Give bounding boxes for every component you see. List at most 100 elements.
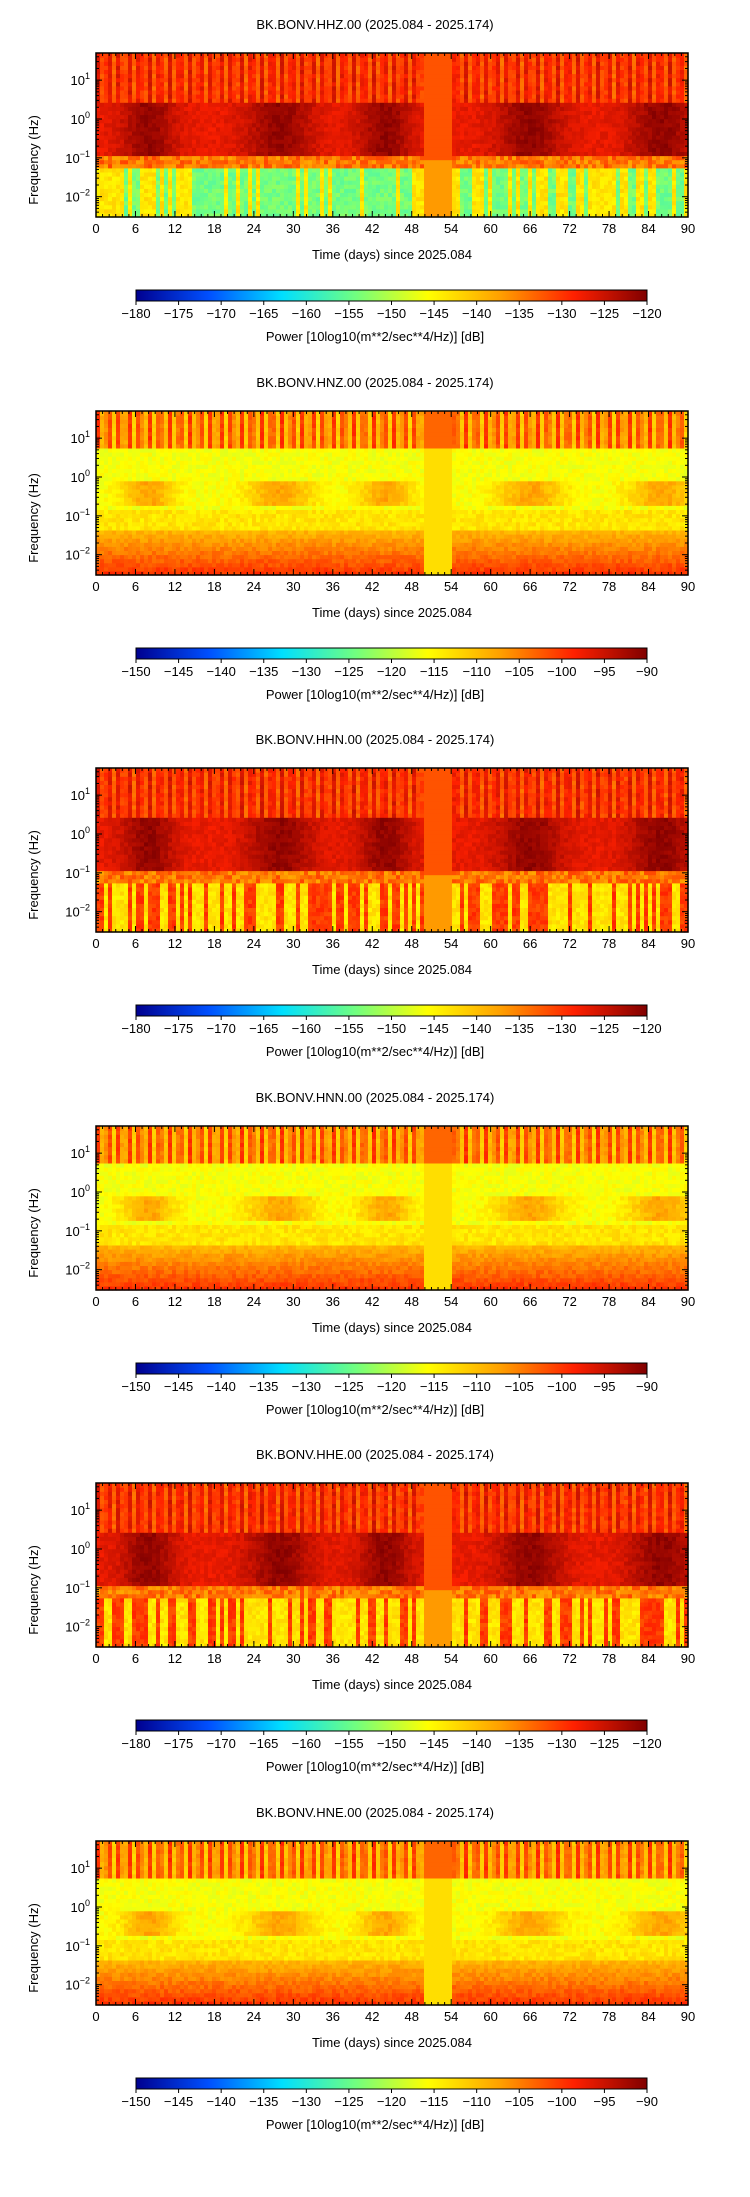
x-tick-label: 6: [132, 2009, 139, 2024]
colorbar-tick-label: −125: [334, 1379, 363, 1394]
colorbar-tick-label: −170: [207, 306, 236, 321]
x-tick-label: 6: [132, 1294, 139, 1309]
colorbar-tick-label: −150: [377, 1021, 406, 1036]
colorbar-tick-label: −100: [547, 1379, 576, 1394]
colorbar-tick-label: −115: [420, 2094, 448, 2109]
x-tick-label: 60: [483, 579, 497, 594]
colorbar-tick-label: −130: [547, 1021, 576, 1036]
x-axis-label: Time (days) since 2025.084: [96, 962, 688, 977]
x-tick-label: 0: [92, 1294, 99, 1309]
x-tick-label: 18: [207, 1651, 221, 1666]
x-tick-label: 24: [247, 1651, 261, 1666]
colorbar-tick-label: −140: [207, 2094, 236, 2109]
colorbar-tick-label: −110: [463, 1379, 491, 1394]
y-tick-label: 101: [71, 71, 90, 88]
x-tick-label: 78: [602, 2009, 616, 2024]
colorbar-tick-label: −175: [164, 1021, 193, 1036]
y-tick-label: 10−2: [65, 1976, 90, 1993]
colorbar: [135, 647, 648, 660]
colorbar-tick-label: −120: [377, 664, 406, 679]
x-tick-label: 90: [681, 1294, 695, 1309]
x-tick-label: 60: [483, 1651, 497, 1666]
x-tick-label: 36: [326, 1294, 340, 1309]
x-tick-label: 0: [92, 221, 99, 236]
x-tick-label: 42: [365, 1651, 379, 1666]
x-tick-label: 42: [365, 1294, 379, 1309]
panel-title: BK.BONV.HNN.00 (2025.084 - 2025.174): [0, 1090, 750, 1105]
spectrogram-plot: 0 6 12 18 24 30 36 42 48 54 60 66 72 78 84 90 10−2 10−1 10…: [65, 1125, 695, 1394]
x-tick-label: 12: [168, 936, 182, 951]
spectrogram-plot: 0 6 12 18 24 30 36 42 48 54 60 66 72 78 84 90 10−2 10−1 10…: [65, 767, 695, 1036]
colorbar-tick-label: −125: [590, 1736, 619, 1751]
x-tick-label: 72: [562, 221, 576, 236]
y-tick-label: 100: [71, 825, 90, 842]
colorbar-tick-label: −130: [547, 306, 576, 321]
x-tick-label: 6: [132, 936, 139, 951]
x-tick-label: 84: [641, 221, 655, 236]
x-tick-label: 42: [365, 579, 379, 594]
colorbar-tick-label: −110: [463, 2094, 491, 2109]
x-tick-label: 78: [602, 1294, 616, 1309]
x-tick-label: 36: [326, 2009, 340, 2024]
x-tick-label: 60: [483, 936, 497, 951]
x-tick-label: 48: [404, 2009, 418, 2024]
colorbar-tick-label: −150: [377, 306, 406, 321]
x-tick-label: 42: [365, 221, 379, 236]
x-tick-label: 12: [168, 2009, 182, 2024]
x-tick-label: 18: [207, 579, 221, 594]
y-tick-label: 100: [71, 1540, 90, 1557]
x-tick-label: 90: [681, 579, 695, 594]
colorbar-label: Power [10log10(m**2/sec**4/Hz)] [dB]: [0, 1044, 750, 1059]
colorbar-tick-label: −135: [505, 1021, 534, 1036]
y-tick-label: 10−2: [65, 903, 90, 920]
colorbar-tick-label: −100: [547, 664, 576, 679]
spectrogram-panel: BK.BONV.HNZ.00 (2025.084 - 2025.174) Freq…: [0, 358, 750, 715]
colorbar-tick-label: −130: [292, 2094, 321, 2109]
y-tick-label: 100: [71, 110, 90, 127]
x-tick-label: 54: [444, 2009, 458, 2024]
y-tick-label: 100: [71, 1898, 90, 1915]
panel-title: BK.BONV.HHN.00 (2025.084 - 2025.174): [0, 732, 750, 747]
colorbar-tick-label: −125: [590, 1021, 619, 1036]
x-tick-label: 90: [681, 936, 695, 951]
colorbar: [135, 1004, 648, 1017]
colorbar-tick-label: −125: [334, 2094, 363, 2109]
colorbar-tick-label: −170: [207, 1736, 236, 1751]
x-tick-label: 36: [326, 936, 340, 951]
x-tick-label: 72: [562, 1651, 576, 1666]
x-tick-label: 12: [168, 1294, 182, 1309]
y-tick-label: 10−1: [65, 1937, 90, 1954]
y-tick-label: 100: [71, 1183, 90, 1200]
x-tick-label: 90: [681, 2009, 695, 2024]
colorbar-tick-label: −140: [462, 306, 491, 321]
x-tick-label: 48: [404, 579, 418, 594]
x-tick-label: 0: [92, 1651, 99, 1666]
colorbar-tick-label: −180: [121, 1021, 150, 1036]
panel-title: BK.BONV.HHE.00 (2025.084 - 2025.174): [0, 1447, 750, 1462]
x-tick-label: 24: [247, 1294, 261, 1309]
x-tick-label: 60: [483, 1294, 497, 1309]
y-tick-label: 101: [71, 429, 90, 446]
x-tick-label: 18: [207, 1294, 221, 1309]
x-tick-label: 48: [404, 936, 418, 951]
x-tick-label: 0: [92, 936, 99, 951]
x-tick-label: 36: [326, 221, 340, 236]
colorbar-label: Power [10log10(m**2/sec**4/Hz)] [dB]: [0, 2117, 750, 2132]
colorbar: [135, 289, 648, 302]
colorbar-tick-label: −115: [420, 1379, 448, 1394]
x-axis-label: Time (days) since 2025.084: [96, 1677, 688, 1692]
y-tick-label: 10−2: [65, 546, 90, 563]
x-tick-label: 84: [641, 1294, 655, 1309]
x-tick-label: 6: [132, 221, 139, 236]
colorbar-tick-label: −140: [207, 664, 236, 679]
x-tick-label: 66: [523, 579, 537, 594]
x-tick-label: 54: [444, 936, 458, 951]
colorbar-tick-label: −145: [419, 306, 448, 321]
colorbar-tick-label: −105: [505, 2094, 534, 2109]
colorbar-tick-label: −130: [292, 664, 321, 679]
colorbar-label: Power [10log10(m**2/sec**4/Hz)] [dB]: [0, 1402, 750, 1417]
x-tick-label: 0: [92, 579, 99, 594]
x-tick-label: 18: [207, 936, 221, 951]
y-tick-label: 10−2: [65, 1618, 90, 1635]
colorbar-tick-label: −170: [207, 1021, 236, 1036]
